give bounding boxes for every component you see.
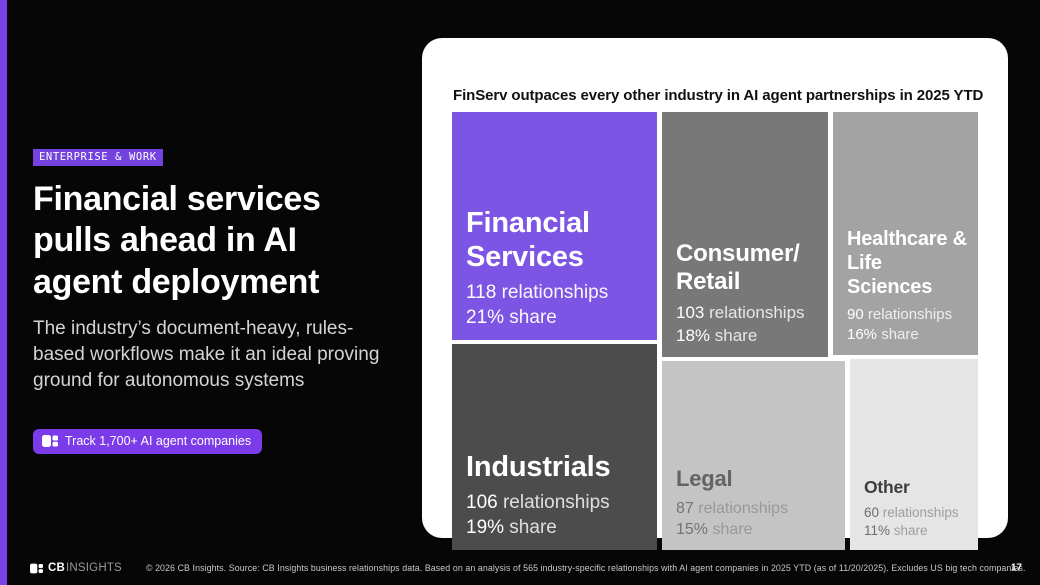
cell-label: Financial Services — [466, 207, 590, 273]
cell-label: Industrials — [466, 450, 611, 483]
treemap-chart: Financial Services 118 relationships 21%… — [452, 112, 978, 550]
cell-label: Healthcare & Life Sciences — [847, 228, 967, 299]
logo-text-insights: INSIGHTS — [66, 562, 122, 574]
cell-relationships: 87 relationships — [676, 499, 789, 517]
slide-subhead: The industry’s document-heavy, rules-bas… — [33, 318, 380, 392]
cell-relationships: 90 relationships — [847, 306, 953, 324]
cell-relationships: 118 relationships — [466, 281, 609, 303]
left-accent-strip — [0, 0, 7, 585]
cell-relationships: 106 relationships — [466, 491, 610, 513]
footer: CB INSIGHTS © 2026 CB Insights. Source: … — [0, 551, 1040, 585]
cell-share: 15% share — [676, 520, 753, 538]
cbinsights-logo-icon — [30, 563, 43, 574]
cell-share: 11% share — [864, 523, 928, 539]
treemap-cell-financial-services[interactable]: Financial Services 118 relationships 21%… — [452, 112, 657, 340]
treemap-cell-healthcare-life-sciences[interactable]: Healthcare & Life Sciences 90 relationsh… — [833, 112, 978, 355]
treemap-cell-legal[interactable]: Legal 87 relationships 15% share — [662, 361, 845, 550]
logo-text-cb: CB — [48, 562, 66, 574]
cell-share: 19% share — [466, 516, 557, 538]
cell-label: Consumer/ Retail — [676, 239, 800, 295]
cell-label: Legal — [676, 465, 733, 491]
chart-title: FinServ outpaces every other industry in… — [453, 87, 984, 104]
cell-share: 16% share — [847, 326, 919, 344]
treemap-cell-industrials[interactable]: Industrials 106 relationships 19% share — [452, 344, 657, 550]
track-companies-label: Track 1,700+ AI agent companies — [65, 434, 252, 449]
chart-card: FinServ outpaces every other industry in… — [422, 38, 1008, 550]
cell-relationships: 60 relationships — [864, 505, 959, 521]
category-tag: ENTERPRISE & WORK — [33, 149, 163, 166]
treemap-cell-consumer-retail[interactable]: Consumer/ Retail 103 relationships 18% s… — [662, 112, 828, 357]
page-number: 17 — [1010, 562, 1022, 574]
cbinsights-logo-icon — [42, 435, 58, 448]
footer-source: © 2026 CB Insights. Source: CB Insights … — [145, 563, 1026, 573]
cell-share: 21% share — [466, 306, 557, 328]
slide-headline: Financial services pulls ahead in AI age… — [33, 180, 321, 301]
cell-label: Other — [864, 477, 910, 498]
cell-share: 18% share — [676, 325, 758, 345]
treemap-cell-other[interactable]: Other 60 relationships 11% share — [850, 359, 978, 550]
left-panel: ENTERPRISE & WORK Financial services pul… — [33, 147, 405, 455]
cell-relationships: 103 relationships — [676, 303, 805, 323]
track-companies-button[interactable]: Track 1,700+ AI agent companies — [33, 429, 263, 455]
cbinsights-logo: CB INSIGHTS — [30, 562, 122, 574]
